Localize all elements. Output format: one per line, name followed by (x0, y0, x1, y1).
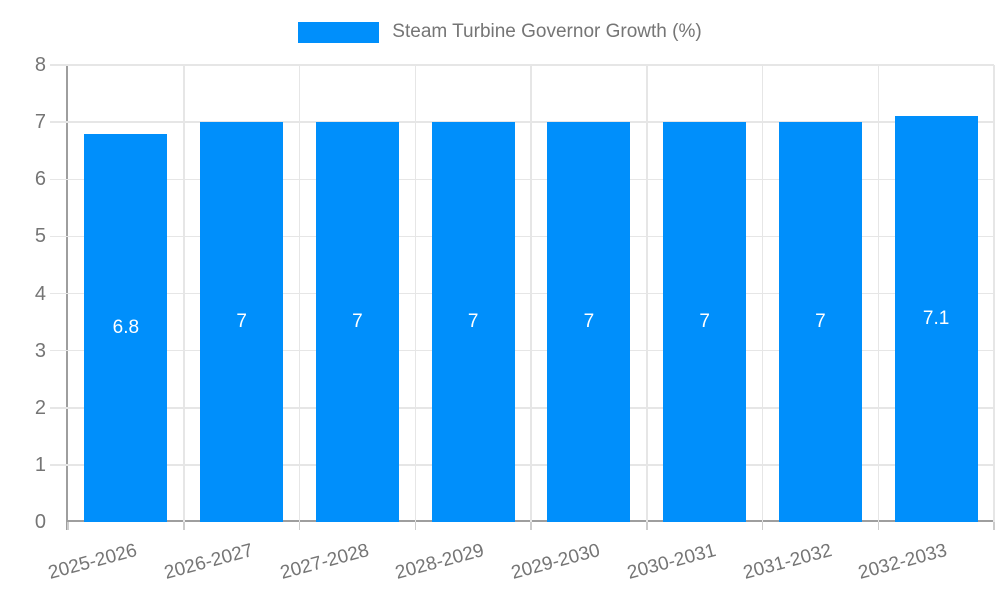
x-tick (298, 522, 301, 530)
bar[interactable]: 6.8 (84, 133, 168, 522)
h-gridline (50, 178, 994, 180)
x-axis-label: 2029-2030 (509, 540, 603, 584)
x-axis-label: 2026-2027 (161, 540, 256, 584)
plot-area: 6.8 7 7 7 7 7 7 7.1 (50, 64, 995, 522)
y-axis-label: 5 (34, 225, 46, 248)
legend-label: Steam Turbine Governor Growth (%) (392, 21, 702, 42)
x-tick (993, 522, 995, 530)
x-tick (877, 522, 879, 530)
h-gridline (50, 349, 994, 352)
x-axis-label: 2027-2028 (277, 540, 371, 584)
h-gridline (50, 464, 994, 466)
y-axis-label: 0 (34, 511, 46, 533)
bar-value-label: 7 (699, 311, 710, 333)
v-gridline (993, 65, 995, 522)
y-axis-label: 3 (34, 339, 46, 362)
bar[interactable]: 7 (778, 122, 862, 522)
bar[interactable]: 7 (431, 122, 515, 522)
legend-item[interactable]: Steam Turbine Governor Growth (%) (298, 21, 702, 43)
x-tick (646, 522, 648, 530)
v-gridline (761, 65, 764, 522)
h-gridline (50, 235, 994, 238)
v-gridline (877, 65, 879, 522)
h-gridline (50, 292, 994, 295)
bar-value-label: 6.8 (112, 316, 140, 338)
x-tick (761, 522, 764, 530)
y-axis-label: 4 (34, 282, 46, 305)
y-axis-label: 8 (34, 54, 46, 76)
bar[interactable]: 7 (200, 122, 284, 522)
x-axis-label: 2031-2032 (740, 540, 834, 584)
bar-value-label: 7 (815, 311, 826, 333)
bar[interactable]: 7.1 (894, 116, 978, 522)
bar-value-label: 7.1 (922, 308, 950, 330)
bar-value-label: 7 (467, 311, 479, 333)
v-gridline (183, 65, 185, 522)
y-axis-line (66, 65, 68, 530)
legend-swatch (298, 21, 380, 43)
bar[interactable]: 7 (547, 122, 631, 522)
bar-value-label: 7 (352, 311, 363, 333)
x-axis-line (66, 520, 994, 522)
x-axis-label: 2032-2033 (856, 540, 950, 584)
v-gridline (414, 65, 416, 522)
v-gridline (530, 65, 532, 522)
x-axis-label: 2025-2026 (46, 540, 140, 584)
bar-value-label: 7 (583, 311, 595, 333)
bar[interactable]: 7 (663, 122, 747, 522)
x-tick (183, 522, 185, 530)
bar-value-label: 7 (236, 311, 247, 333)
x-axis-label: 2030-2031 (624, 540, 719, 584)
x-tick (414, 522, 416, 530)
x-axis-label: 2028-2029 (393, 540, 487, 584)
h-gridline (50, 121, 994, 123)
y-axis-label: 6 (34, 168, 46, 191)
v-gridline (298, 65, 301, 522)
x-tick (67, 522, 69, 530)
v-gridline (646, 65, 648, 522)
y-axis-label: 7 (34, 111, 46, 134)
y-axis-label: 2 (34, 396, 46, 419)
h-gridline (50, 64, 994, 66)
y-axis-label: 1 (34, 453, 46, 476)
x-tick (530, 522, 532, 530)
legend: Steam Turbine Governor Growth (%) (0, 21, 1000, 43)
bar[interactable]: 7 (315, 122, 399, 522)
h-gridline (50, 407, 994, 409)
